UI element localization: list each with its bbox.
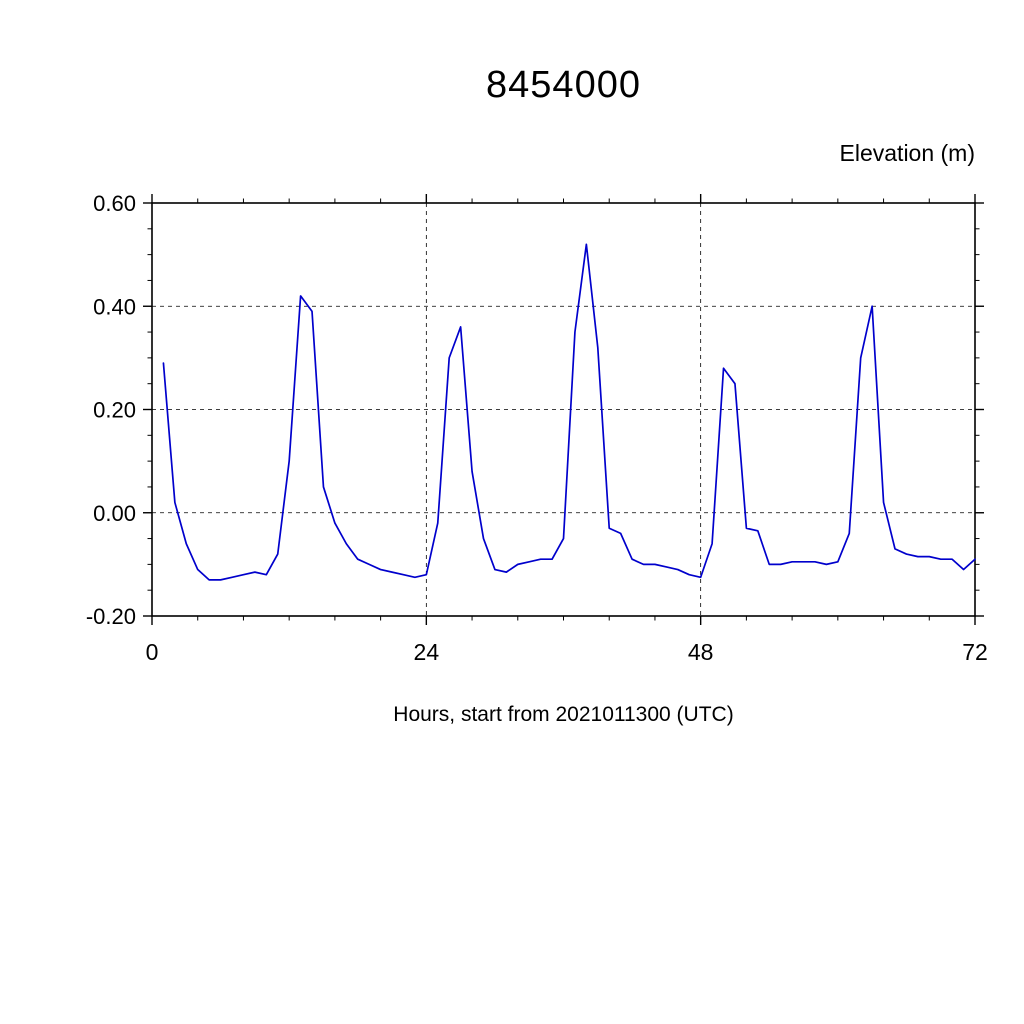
- y-tick-label: 0.20: [93, 398, 136, 423]
- x-tick-label: 72: [962, 639, 988, 665]
- elevation-line: [162, 243, 976, 581]
- y-tick-label: 0.00: [93, 501, 136, 526]
- x-tick-label: 24: [414, 639, 440, 665]
- plot-frame: [151, 202, 976, 617]
- y-tick-label: 0.40: [93, 294, 136, 319]
- y-tick-label: 0.60: [93, 191, 136, 216]
- x-axis-title: Hours, start from 2021011300 (UTC): [393, 703, 734, 726]
- chart-title: 8454000: [486, 64, 641, 106]
- y-axis-title: Elevation (m): [839, 140, 975, 166]
- x-tick-label: 48: [688, 639, 714, 665]
- x-tick-label: 0: [146, 639, 159, 665]
- y-tick-label: -0.20: [86, 604, 136, 629]
